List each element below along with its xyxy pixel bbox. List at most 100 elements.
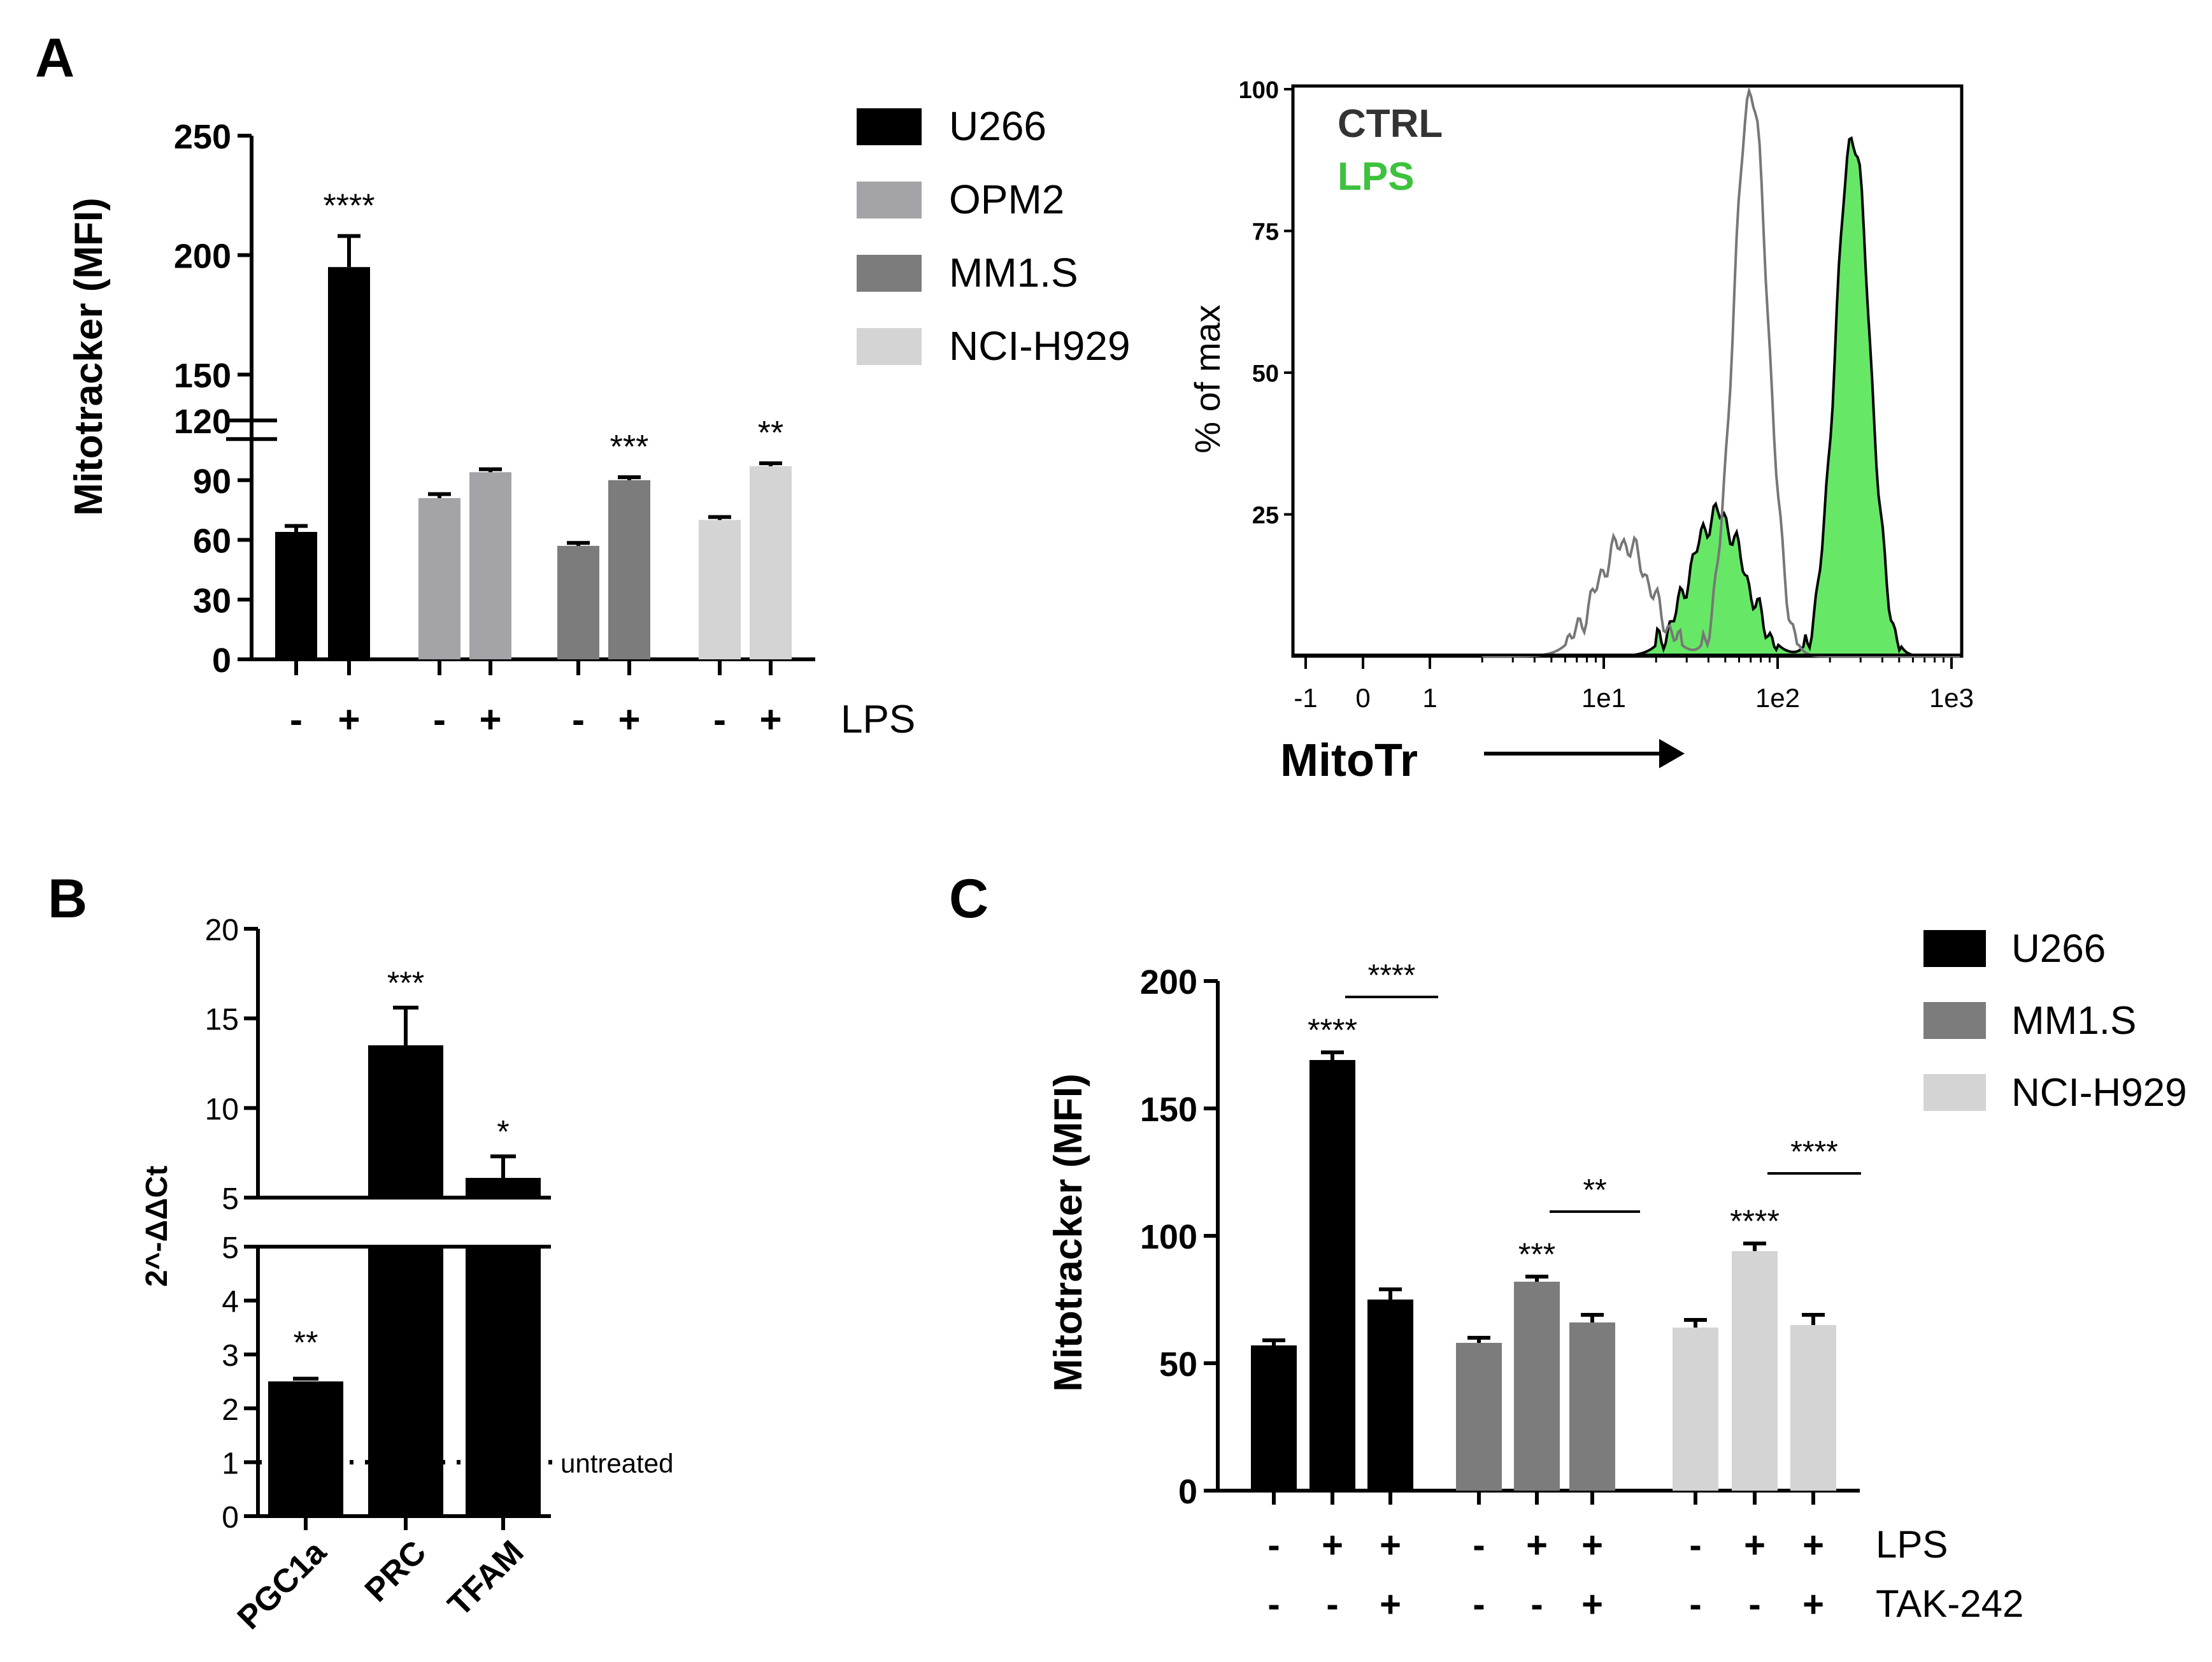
bar — [1569, 1322, 1615, 1491]
significance-label: ** — [758, 415, 783, 452]
bar — [1251, 1345, 1297, 1491]
bar — [275, 532, 317, 659]
lps-sign-label: + — [1581, 1524, 1603, 1566]
x-tick-label: PRC — [358, 1533, 434, 1609]
tak242-sign-label: - — [1267, 1584, 1280, 1625]
y-tick-label: 250 — [174, 118, 231, 156]
significance-label: ** — [294, 1324, 318, 1360]
tak242-sign-label: - — [1748, 1584, 1760, 1625]
y-tick-label: 200 — [1140, 963, 1197, 1001]
y-tick-label: 2 — [222, 1393, 239, 1427]
panel-c-bar-chart: Mitotracker (MFI) 050100150200--****+-++… — [1046, 959, 2023, 1625]
tak242-sign-label: - — [1531, 1584, 1543, 1625]
significance-label: *** — [1518, 1236, 1555, 1272]
y-tick-label: 90 — [193, 462, 231, 501]
panel-b-bar-chart: 2^-ΔΔCt 0 1 2 3 4 5 5 10 15 20 ** PGC1a *** PRC * TFAM u… — [140, 913, 673, 1637]
legend-swatch — [857, 255, 922, 292]
lps-row-label: LPS — [841, 698, 915, 741]
bar — [1732, 1251, 1778, 1491]
legend-swatch — [857, 328, 922, 365]
lps-sign-label: + — [1802, 1524, 1824, 1566]
lps-sign-label: + — [1322, 1524, 1343, 1566]
lps-sign-label: - — [433, 698, 446, 741]
panel-b-label: B — [48, 868, 87, 929]
bar — [557, 545, 599, 659]
bar — [469, 472, 511, 659]
significance-label: **** — [1730, 1203, 1780, 1239]
bar-lower-segment — [466, 1247, 541, 1516]
y-tick-label: 5 — [222, 1231, 239, 1265]
bar — [1673, 1328, 1718, 1491]
significance-label: *** — [610, 429, 649, 466]
legend-swatch — [1923, 930, 1986, 967]
legend-label: U266 — [2011, 927, 2106, 971]
panel-c-label: C — [949, 868, 988, 929]
lps-row-label: LPS — [1876, 1523, 1948, 1566]
y-tick-label: 0 — [222, 1501, 239, 1535]
x-tick-label: 0 — [1355, 683, 1370, 713]
y-tick-label: 10 — [205, 1092, 239, 1126]
y-tick-label: 200 — [174, 238, 231, 276]
significance-label: * — [497, 1114, 509, 1149]
tak242-sign-label: - — [1689, 1584, 1701, 1625]
y-tick-label: 150 — [1140, 1091, 1197, 1129]
bar — [1367, 1300, 1413, 1491]
panel-a-bar-chart: Mitotracker (MFI) 0 30 60 90 120 150 200 250 - **… — [67, 118, 915, 741]
y-tick-label: 60 — [193, 522, 231, 561]
legend-label: MM1.S — [2011, 999, 2136, 1043]
significance-label: **** — [1308, 1012, 1357, 1048]
bar — [699, 520, 741, 659]
lps-sign-label: + — [1526, 1524, 1548, 1566]
panel-a-label: A — [35, 27, 75, 89]
lps-sign-label: + — [479, 698, 501, 741]
tak242-sign-label: - — [1473, 1584, 1485, 1625]
bar — [750, 466, 792, 659]
lps-sign-label: + — [1380, 1524, 1401, 1566]
x-tick-label: 1e1 — [1581, 683, 1626, 713]
x-tick-label: PGC1a — [231, 1533, 334, 1637]
y-tick-label: 75 — [1252, 219, 1279, 246]
panel-c-legend: U266 MM1.S NCI-H929 — [1923, 927, 2187, 1115]
lps-sign-label: - — [713, 698, 726, 741]
bar — [1456, 1343, 1502, 1491]
y-tick-label: 25 — [1252, 503, 1279, 529]
lps-sign-label: - — [1473, 1524, 1485, 1566]
y-tick-label: 100 — [1140, 1218, 1197, 1256]
tak242-sign-label: - — [1326, 1584, 1338, 1625]
y-tick-label: 50 — [1252, 361, 1279, 387]
legend-label: NCI-H929 — [949, 323, 1131, 369]
bar-upper-segment — [328, 267, 370, 440]
bar — [1790, 1325, 1836, 1491]
histogram-y-axis-title: % of max — [1187, 304, 1227, 453]
lps-sign-label: - — [1267, 1524, 1280, 1566]
y-tick-label: 150 — [174, 357, 231, 395]
x-tick-label: 1e2 — [1755, 683, 1800, 713]
lps-histogram-area — [1481, 138, 1960, 657]
ctrl-legend-label: CTRL — [1338, 102, 1443, 146]
legend-swatch — [857, 108, 922, 145]
lps-sign-label: + — [338, 698, 360, 741]
comparison-significance: **** — [1368, 959, 1416, 992]
y-tick-label: 4 — [222, 1286, 239, 1319]
tak242-sign-label: + — [1380, 1584, 1401, 1625]
x-tick-label: 1 — [1422, 683, 1437, 713]
bar-upper-segment — [368, 1045, 443, 1198]
tak242-row-label: TAK-242 — [1876, 1582, 2023, 1625]
y-tick-label: 5 — [222, 1182, 239, 1216]
legend-label: MM1.S — [949, 250, 1078, 296]
y-tick-label: 30 — [193, 582, 231, 620]
x-tick-label: 1e3 — [1929, 683, 1974, 713]
bar-lower-segment — [328, 420, 370, 659]
lps-sign-label: + — [1744, 1524, 1766, 1566]
significance-label: *** — [387, 965, 424, 1001]
x-tick-label: -1 — [1294, 683, 1317, 713]
bar — [608, 480, 650, 659]
panel-c-y-axis-title: Mitotracker (MFI) — [1046, 1073, 1090, 1391]
bar — [268, 1381, 343, 1516]
tak242-sign-label: + — [1581, 1584, 1603, 1625]
panel-a-legend: U266 OPM2 MM1.S NCI-H929 — [857, 103, 1131, 369]
legend-swatch — [1923, 1002, 1986, 1039]
y-tick-label: 1 — [222, 1447, 239, 1480]
lps-sign-label: + — [618, 698, 640, 741]
legend-label: NCI-H929 — [2011, 1071, 2187, 1115]
